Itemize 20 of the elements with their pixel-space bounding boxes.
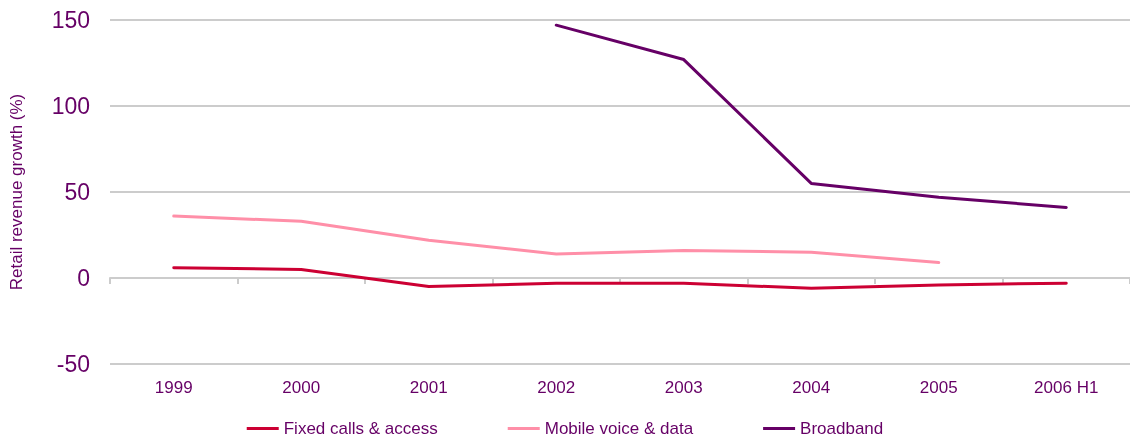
y-tick-label: 100 [51, 93, 90, 119]
y-tick-label: 150 [51, 7, 90, 33]
x-tick-label: 2002 [537, 378, 576, 397]
x-tick-label: 2001 [409, 378, 448, 397]
x-tick-label: 2006 H1 [1034, 378, 1099, 397]
line-series [172, 266, 1068, 290]
y-tick-label: -50 [56, 351, 90, 377]
line-series [554, 23, 1068, 209]
x-tick-label: 1999 [154, 378, 193, 397]
x-tick-label: 2003 [664, 378, 703, 397]
y-tick-label: 50 [64, 179, 90, 205]
legend-label: Broadband [800, 419, 884, 438]
legend-label: Mobile voice & data [544, 419, 694, 438]
x-tick-label: 2004 [792, 378, 831, 397]
x-tick-label: 2005 [919, 378, 958, 397]
y-axis-title: Retail revenue growth (%) [7, 93, 26, 291]
legend-label: Fixed calls & access [283, 419, 438, 438]
x-tick-label: 2000 [282, 378, 321, 397]
y-tick-label: 0 [77, 265, 90, 291]
line-series [172, 214, 941, 265]
